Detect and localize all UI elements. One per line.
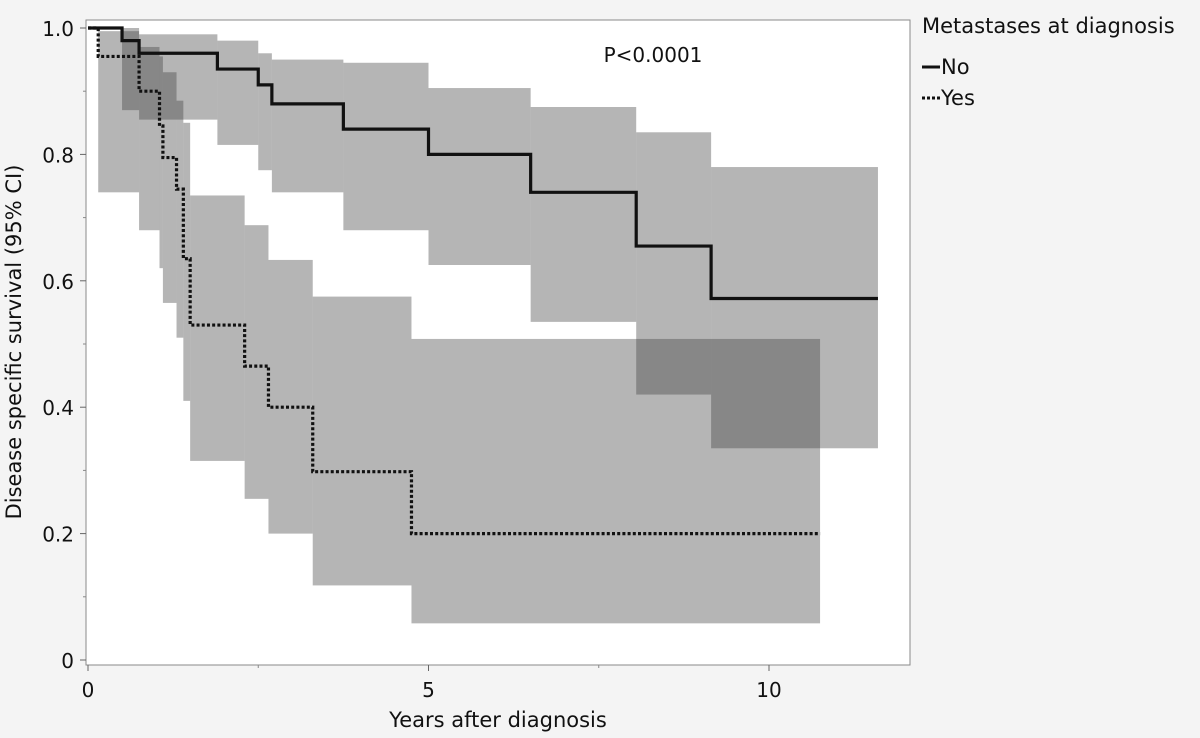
ci-band-yes — [411, 338, 821, 624]
survival-curve-yes — [88, 26, 821, 536]
ci-band-no — [530, 107, 637, 322]
y-tick-label: 0 — [61, 649, 74, 673]
p-value-annotation: P<0.0001 — [604, 43, 703, 67]
ci-band-no — [122, 28, 140, 111]
y-tick-label: 0.8 — [42, 143, 74, 167]
ci-band-no — [139, 34, 218, 120]
legend-label-no: No — [941, 55, 970, 79]
ci-band-no — [343, 62, 429, 231]
legend-title: Metastases at diagnosis — [922, 14, 1175, 38]
y-axis-label: Disease specific survival (95% CI) — [2, 165, 26, 520]
x-tick-label: 10 — [756, 678, 781, 702]
y-tick-label: 0.2 — [42, 523, 74, 547]
survival-curves — [88, 26, 878, 536]
y-tick-label: 0.4 — [42, 396, 74, 420]
ci-band-no — [258, 53, 272, 171]
plot-area — [86, 20, 910, 665]
x-tick-label: 5 — [422, 678, 435, 702]
ci-band-yes — [244, 225, 269, 499]
ci-band-yes — [159, 56, 163, 269]
ci-band-no — [217, 40, 259, 145]
y-tick-label: 1.0 — [42, 17, 74, 41]
ci-band-yes — [162, 72, 177, 303]
ci-band-no — [428, 88, 531, 265]
x-tick-label: 0 — [82, 678, 95, 702]
ci-band-yes — [139, 46, 160, 231]
ci-band-no — [271, 59, 344, 193]
ci-band-yes — [312, 296, 412, 586]
survival-curve-no — [88, 26, 878, 301]
legend: Metastases at diagnosis No Yes — [922, 14, 1175, 110]
ci-band-no — [636, 132, 712, 395]
legend-label-yes: Yes — [940, 86, 975, 110]
ci-band-yes — [190, 195, 245, 461]
ci-band-no — [711, 167, 878, 449]
ci-band-group-yes — [98, 31, 821, 624]
y-tick-label: 0.6 — [42, 270, 74, 294]
ci-band-group-no — [122, 28, 878, 449]
x-axis-label: Years after diagnosis — [388, 708, 607, 732]
ci-band-yes — [183, 122, 191, 401]
ci-band-yes — [268, 259, 313, 534]
confidence-bands — [98, 28, 878, 624]
ci-band-yes — [176, 100, 184, 338]
axes: 0 0.2 0.4 0.6 0.8 1.0 0 5 10 — [42, 17, 782, 702]
plot-frame — [85, 19, 911, 666]
